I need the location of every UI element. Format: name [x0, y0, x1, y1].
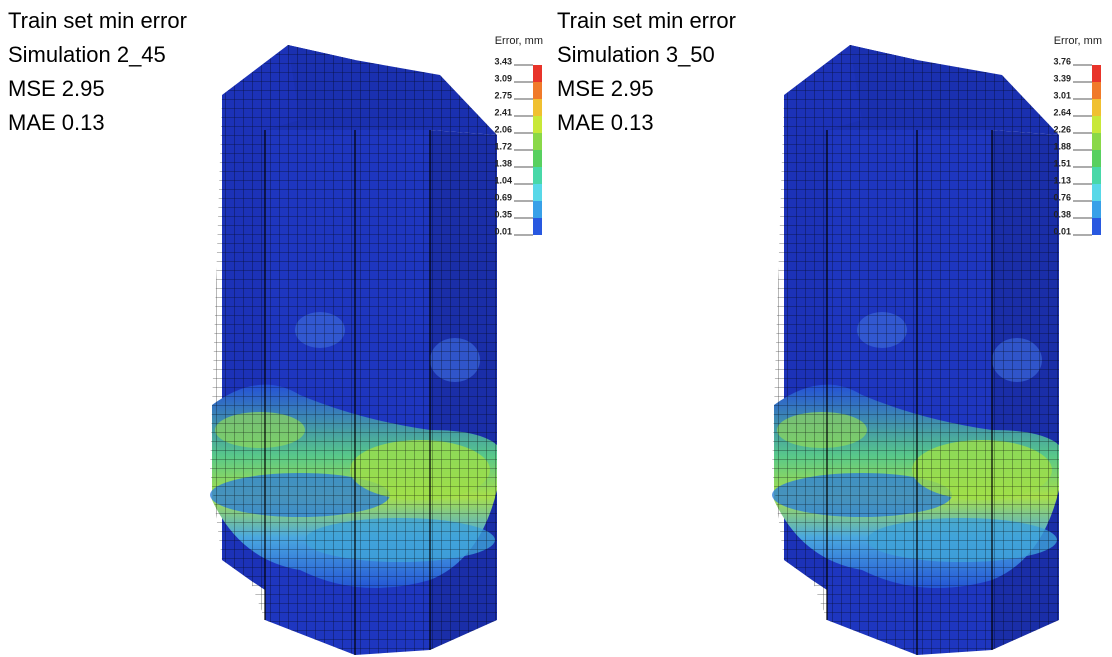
- legend-swatch: [533, 167, 542, 184]
- legend-swatch: [1092, 133, 1101, 150]
- legend-swatch: [533, 82, 542, 99]
- legend-label: 2.06: [494, 124, 512, 134]
- legend-label: 1.72: [494, 141, 512, 151]
- info-line: Simulation 2_45: [8, 42, 166, 67]
- mesh-left: [210, 45, 497, 655]
- legend-swatch: [533, 99, 542, 116]
- legend-swatch: [533, 201, 542, 218]
- info-line: Simulation 3_50: [557, 42, 715, 67]
- legend-label: 3.39: [1053, 73, 1071, 83]
- legend-label: 0.69: [494, 192, 512, 202]
- legend-swatch: [533, 184, 542, 201]
- legend-label: 0.01: [1053, 226, 1071, 236]
- legend-label: 1.04: [494, 175, 512, 185]
- legend-label: 0.35: [494, 209, 512, 219]
- legend-label: 1.13: [1053, 175, 1071, 185]
- legend-swatch: [533, 116, 542, 133]
- info-line: MAE 0.13: [557, 110, 654, 135]
- legend-swatch: [1092, 184, 1101, 201]
- legend-label: 2.26: [1053, 124, 1071, 134]
- legend-label: 0.38: [1053, 209, 1071, 219]
- info-line: MSE 2.95: [557, 76, 654, 101]
- legend-swatch: [1092, 167, 1101, 184]
- legend-title: Error, mm: [1054, 35, 1102, 47]
- info-line: MAE 0.13: [8, 110, 105, 135]
- legend-label: 3.01: [1053, 90, 1071, 100]
- info-line: MSE 2.95: [8, 76, 105, 101]
- figure: Train set min error Simulation 2_45 MSE 2.…: [0, 0, 1112, 657]
- mesh-right: [772, 45, 1059, 655]
- legend-label: 1.88: [1053, 141, 1071, 151]
- legend-swatch: [1092, 201, 1101, 218]
- legend-swatch: [1092, 65, 1101, 82]
- legend-title: Error, mm: [495, 35, 543, 47]
- legend-label: 3.43: [494, 56, 512, 66]
- legend-swatch: [1092, 99, 1101, 116]
- legend-swatch: [1092, 150, 1101, 167]
- legend-label: 3.09: [494, 73, 512, 83]
- info-line: Train set min error: [8, 8, 187, 33]
- legend-label: 0.76: [1053, 192, 1071, 202]
- info-line: Train set min error: [557, 8, 736, 33]
- legend-swatch: [1092, 218, 1101, 235]
- legend-label: 2.75: [494, 90, 512, 100]
- legend-label: 1.51: [1053, 158, 1071, 168]
- legend-swatch: [1092, 116, 1101, 133]
- legend-label: 2.41: [494, 107, 512, 117]
- legend-label: 0.01: [494, 226, 512, 236]
- legend-swatch: [533, 218, 542, 235]
- legend-label: 3.76: [1053, 56, 1071, 66]
- legend-swatch: [1092, 82, 1101, 99]
- legend-label: 1.38: [494, 158, 512, 168]
- legend-swatch: [533, 65, 542, 82]
- legend-label: 2.64: [1053, 107, 1071, 117]
- legend-swatch: [533, 133, 542, 150]
- legend-swatch: [533, 150, 542, 167]
